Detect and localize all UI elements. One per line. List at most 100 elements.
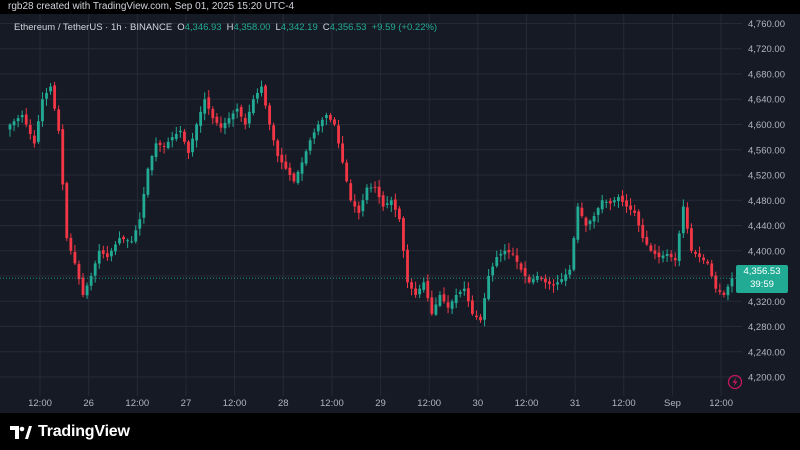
price-tick-label: 4,400.00 [748,246,785,257]
open-label: O [177,22,185,33]
candle-body [471,300,474,314]
candle-body [385,203,389,205]
candle-body [702,257,706,261]
candle-body [454,294,458,304]
candle-body [341,143,345,163]
candle-body [24,114,28,125]
candle-body [219,123,223,128]
candle-body [698,253,701,258]
candle-body [223,122,227,129]
candle-body [373,186,377,188]
candle-body [69,237,73,251]
candle-body [633,210,637,213]
time-tick-label: 12:00 [320,398,344,409]
candle-body [576,206,580,240]
candle-body [645,237,649,245]
change-value: +9.59 (+0.22%) [371,22,438,33]
candle-body [548,281,551,284]
tradingview-logo[interactable]: TradingView [10,423,130,440]
price-tick-label: 4,600.00 [748,120,785,131]
candle-body [32,135,36,144]
candle-body [162,146,166,148]
candle-body [612,200,616,203]
candle-body [207,97,211,109]
candle-body [146,168,150,195]
candle-body [195,124,198,141]
candle-body [706,261,710,264]
candle-body [649,245,653,251]
candle-body [12,121,16,126]
candle-body [600,200,604,210]
candle-body [714,275,718,289]
candle-body [726,286,730,296]
credit-text: rgb28 created with TradingView.com, Sep … [8,1,295,12]
low-label: L [275,22,281,33]
time-tick-label: 27 [181,398,192,409]
candle-body [53,85,57,109]
candle-body [462,288,466,292]
candle-body [673,258,677,261]
candle-body [410,282,413,289]
candle-body [539,277,543,280]
candle-body [580,207,584,217]
price-tick-label: 4,520.00 [748,171,785,182]
time-tick-label: 12:00 [709,398,733,409]
candle-body [483,298,486,320]
bar-countdown: 39:59 [750,279,774,290]
candle-body [442,294,446,302]
time-tick-label: 26 [83,398,94,409]
candle-body [93,263,97,276]
price-chart[interactable]: 4,760.00 4,720.00 4,680.00 4,640.00 4,600.00… [0,14,800,413]
lightning-icon[interactable] [727,374,743,390]
candle-body [353,201,357,207]
tradingview-logo-icon [10,425,32,439]
price-tick-label: 4,760.00 [748,19,785,30]
close-label: C [322,22,330,33]
candle-body [422,282,426,290]
candle-body [653,250,657,254]
price-tick-label: 4,280.00 [748,322,785,333]
low-value: 4,342.19 [280,22,318,33]
candle-body [446,302,450,308]
candle-body [519,263,523,270]
last-price-value: 4,356.53 [743,266,781,277]
time-tick-label: 12:00 [223,398,247,409]
candle-body [337,125,340,144]
candle-body [239,107,243,117]
candle-body [227,118,231,124]
candle-body [625,200,628,207]
high-label: H [226,22,234,33]
candle-body [450,301,454,309]
candle-body [114,244,117,252]
candle-body [65,183,69,239]
price-tick-label: 4,200.00 [748,373,785,384]
candle-body [154,143,158,158]
candle-body [418,288,422,295]
candle-body [466,288,470,302]
candle-body [531,279,535,283]
candle-body [292,173,296,182]
candle-body [393,199,397,210]
price-tick-label: 4,680.00 [748,69,785,80]
candle-body [503,250,507,255]
candle-body [276,140,280,157]
candle-body [231,113,235,120]
candle-body [349,183,353,201]
candle-body [584,217,588,226]
candle-body [515,255,519,262]
candle-body [730,278,734,287]
candle-body [495,257,499,266]
candle-body [174,133,178,139]
time-tick-label: 30 [473,398,484,409]
time-tick-label: 31 [570,398,581,409]
candle-body [45,92,48,99]
candle-body [414,288,418,295]
candle-body [365,187,369,200]
price-tick-label: 4,440.00 [748,221,785,232]
time-tick-label: 12:00 [612,398,636,409]
chart-panel[interactable]: 4,760.00 4,720.00 4,680.00 4,640.00 4,600.00… [0,14,800,413]
candle-body [487,276,491,300]
price-tick-label: 4,240.00 [748,347,785,358]
candle-body [320,119,324,127]
symbol-legend: Ethereum / TetherUS · 1h · BINANCE O4,346… [14,22,437,33]
